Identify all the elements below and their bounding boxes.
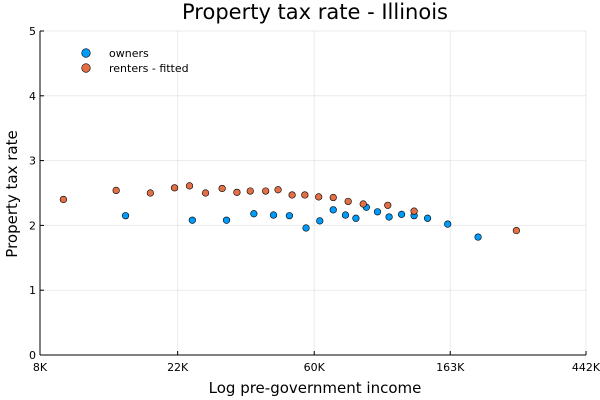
data-point	[474, 233, 482, 241]
data-point	[146, 189, 154, 197]
y-tick-label: 3	[29, 155, 36, 168]
data-point	[423, 214, 432, 222]
data-point	[341, 211, 350, 219]
data-point	[410, 207, 418, 215]
x-axis-ticks: 8K 22K 60K 163K 442K	[33, 351, 600, 374]
legend-label: owners	[109, 47, 149, 60]
data-point	[269, 211, 278, 219]
y-tick-label: 1	[29, 284, 36, 297]
data-point	[444, 220, 452, 228]
y-tick-label: 2	[29, 219, 36, 232]
data-point	[302, 224, 310, 232]
data-point	[285, 212, 294, 220]
data-point	[397, 210, 406, 218]
series-1	[59, 182, 520, 235]
data-point	[59, 195, 67, 204]
x-tick-label: 8K	[33, 361, 48, 374]
legend-label: renters - fitted	[109, 62, 189, 75]
data-point	[329, 206, 337, 214]
data-point	[344, 197, 352, 206]
data-points	[59, 182, 520, 241]
data-point	[385, 213, 393, 221]
data-point	[315, 193, 323, 201]
grid	[39, 30, 587, 356]
data-point	[233, 188, 241, 196]
data-point	[262, 187, 270, 195]
data-point	[288, 191, 296, 199]
data-point	[121, 212, 130, 220]
data-point	[352, 214, 360, 222]
y-tick-label: 5	[29, 25, 36, 38]
data-point	[112, 186, 120, 195]
data-point	[246, 187, 254, 195]
y-axis-label: Property tax rate	[3, 130, 21, 257]
data-point	[201, 189, 210, 197]
x-tick-label: 163K	[436, 361, 465, 374]
y-tick-label: 4	[29, 90, 36, 103]
data-point	[185, 182, 194, 190]
y-axis-ticks: 0 1 2 3 4 5	[29, 25, 44, 362]
x-tick-label: 22K	[167, 361, 189, 374]
data-point	[250, 210, 258, 218]
data-point	[218, 184, 226, 193]
data-point	[373, 208, 382, 216]
data-point	[316, 217, 324, 225]
x-tick-label: 60K	[304, 361, 326, 374]
legend-marker	[81, 63, 91, 73]
x-axis-label: Log pre-government income	[209, 379, 422, 397]
legend-marker	[81, 48, 91, 58]
data-point	[188, 216, 196, 224]
data-point	[170, 184, 179, 192]
y-tick-label: 0	[29, 349, 36, 362]
series-0	[121, 203, 482, 241]
data-point	[329, 193, 337, 202]
x-tick-label: 442K	[572, 361, 600, 374]
data-point	[512, 226, 520, 235]
data-point	[301, 191, 309, 199]
data-point	[359, 200, 367, 208]
data-point	[274, 186, 282, 194]
data-point	[384, 201, 392, 209]
legend: owners renters - fitted	[81, 47, 189, 75]
axes	[39, 31, 586, 356]
data-point	[222, 216, 231, 224]
chart-title: Property tax rate - Illinois	[182, 0, 448, 24]
